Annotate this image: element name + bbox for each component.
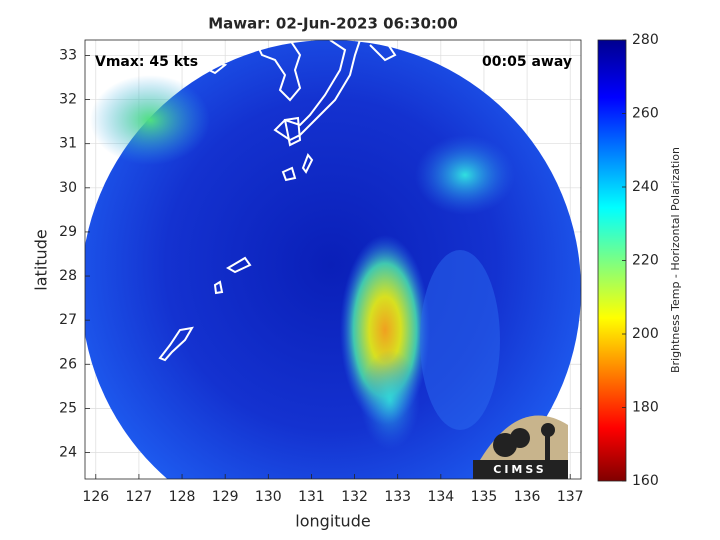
y-tick-label: 32 xyxy=(59,92,77,108)
y-tick-label: 26 xyxy=(59,356,77,372)
x-tick-label: 133 xyxy=(384,489,411,505)
x-tick-label: 126 xyxy=(82,489,109,505)
coastline xyxy=(97,40,397,362)
colorbar-tick-label: 240 xyxy=(632,179,659,195)
time-annotation: 00:05 away xyxy=(482,54,572,70)
x-tick-label: 131 xyxy=(298,489,325,505)
x-tick-label: 135 xyxy=(471,489,498,505)
x-tick-label: 137 xyxy=(557,489,584,505)
y-tick-label: 27 xyxy=(59,312,77,328)
plot-frame xyxy=(84,39,582,480)
x-tick-label: 134 xyxy=(427,489,454,505)
x-tick-label: 136 xyxy=(514,489,541,505)
y-tick-label: 30 xyxy=(59,180,77,196)
y-tick-label: 33 xyxy=(59,47,77,63)
colorbar-tick-label: 220 xyxy=(632,253,659,269)
y-axis-label: latitude xyxy=(32,229,51,290)
y-tick-label: 25 xyxy=(59,400,77,416)
chart-title: Mawar: 02-Jun-2023 06:30:00 xyxy=(208,15,458,33)
colorbar-tick-label: 280 xyxy=(632,32,659,48)
colorbar-label: Brightness Temp - Horizontal Polarizatio… xyxy=(669,147,682,373)
colorbar xyxy=(597,39,627,482)
colorbar-tick-label: 260 xyxy=(632,106,659,122)
x-tick-label: 128 xyxy=(169,489,196,505)
y-tick-label: 29 xyxy=(59,224,77,240)
x-tick-label: 130 xyxy=(255,489,282,505)
satellite-image xyxy=(85,40,581,479)
x-tick-label: 129 xyxy=(212,489,239,505)
x-tick-label: 132 xyxy=(341,489,368,505)
colorbar-tick-label: 200 xyxy=(632,326,659,342)
y-tick-label: 28 xyxy=(59,268,77,284)
y-tick-label: 31 xyxy=(59,136,77,152)
colorbar-tick-label: 180 xyxy=(632,400,659,416)
logo-text: CIMSS xyxy=(493,463,546,476)
y-tick-label: 24 xyxy=(59,445,77,461)
x-axis-label: longitude xyxy=(295,512,370,531)
vmax-annotation: Vmax: 45 kts xyxy=(95,54,198,70)
colorbar-tick-label: 160 xyxy=(632,473,659,489)
cimss-logo: CIMSS xyxy=(473,415,568,479)
x-tick-label: 127 xyxy=(126,489,153,505)
